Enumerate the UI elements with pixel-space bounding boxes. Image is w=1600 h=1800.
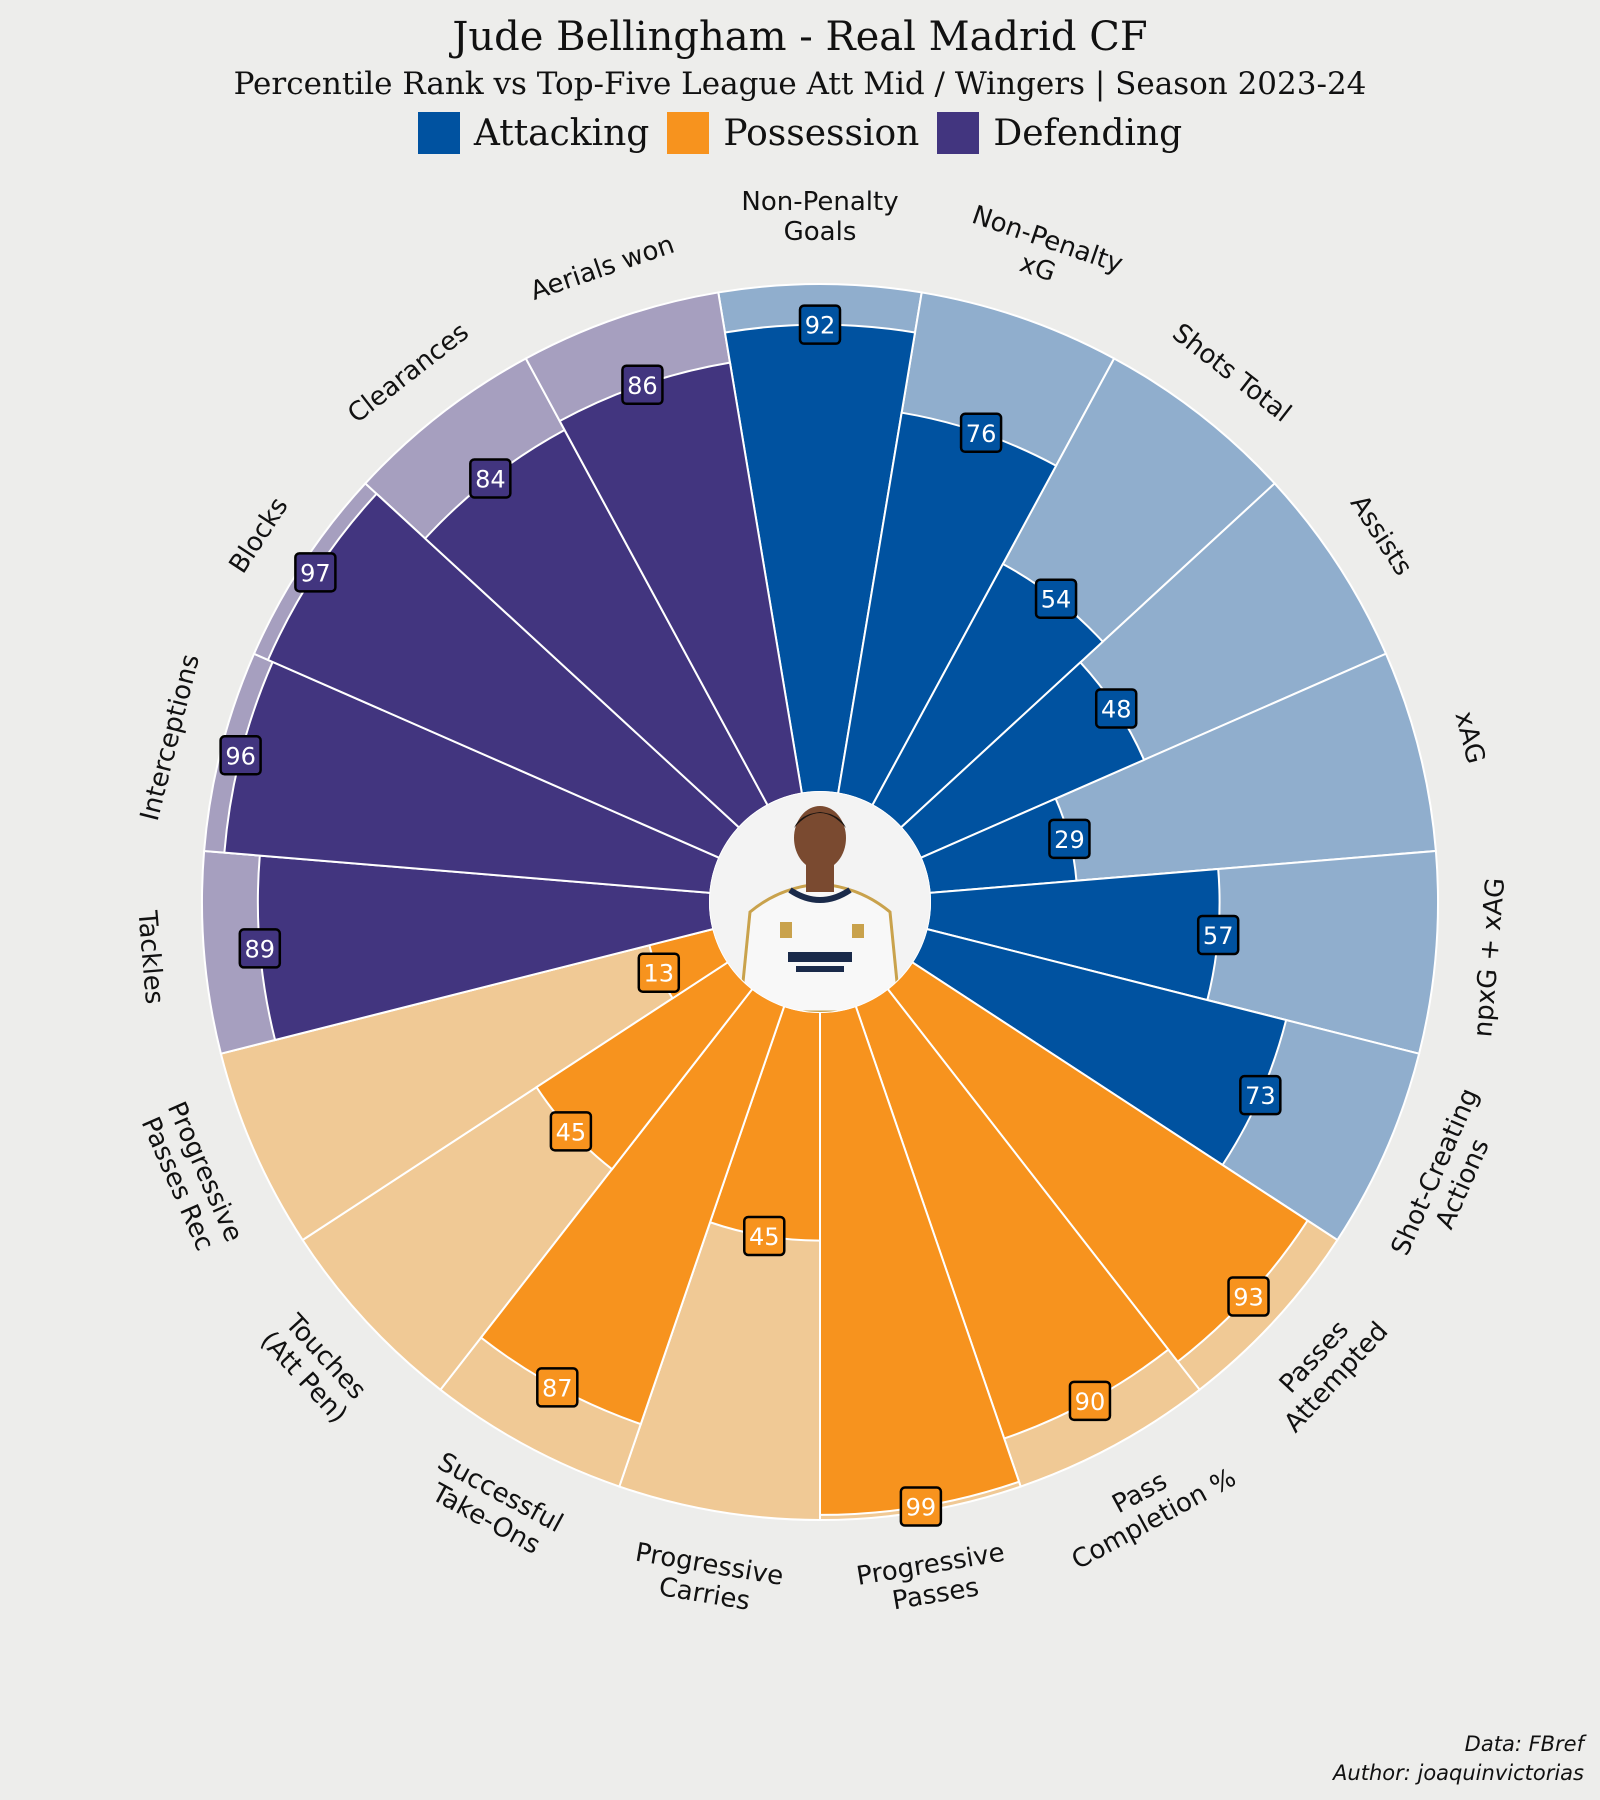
svg-text:96: 96 — [225, 742, 256, 770]
value-labels: 92 76 54 48 29 57 73 93 90 99 45 87 45 13 89 96 97 84 86 — [219, 304, 1282, 1527]
value-label-touches-att-pen: 45 — [549, 1111, 593, 1152]
credits-data: Data: FBref — [1464, 1732, 1584, 1756]
category-label-aerials-won: Aerials won — [527, 230, 678, 307]
svg-text:92: 92 — [805, 312, 836, 340]
category-label-non-penalty-xg: Non-PenaltyxG — [958, 200, 1126, 308]
legend-label-possession: Possession — [723, 112, 920, 154]
category-label-successful-take-ons: SuccessfulTake-Ons — [418, 1447, 567, 1565]
svg-text:89: 89 — [245, 935, 276, 963]
category-label-interceptions: Interceptions — [135, 651, 206, 824]
player-photo-icon — [710, 792, 930, 1012]
svg-text:73: 73 — [1245, 1082, 1276, 1110]
value-label-aerials-won: 86 — [621, 364, 664, 406]
value-label-passes-attempted: 93 — [1227, 1276, 1270, 1317]
svg-text:99: 99 — [906, 1494, 937, 1522]
value-label-npxg-xag: 57 — [1196, 914, 1240, 956]
category-label-assists: Assists — [1344, 490, 1418, 581]
svg-text:97: 97 — [300, 559, 331, 587]
value-label-non-penalty-goals: 92 — [798, 304, 842, 345]
svg-text:45: 45 — [749, 1223, 780, 1251]
credits-author: Author: joaquinvictorias — [1333, 1761, 1584, 1785]
value-label-shots-total: 54 — [1034, 578, 1078, 619]
credits: Data: FBref Author: joaquinvictorias — [1333, 1730, 1584, 1788]
chart-subtitle: Percentile Rank vs Top-Five League Att M… — [233, 66, 1367, 102]
category-label-non-penalty-goals: Non-Penalty Goals — [741, 187, 898, 247]
chart-title: Jude Bellingham - Real Madrid CF — [452, 14, 1148, 60]
category-label-touches-att-pen: Touches(Att Pen) — [254, 1305, 375, 1429]
value-label-blocks: 97 — [294, 552, 337, 593]
value-wedges — [223, 323, 1309, 1516]
value-label-clearances: 84 — [469, 458, 512, 499]
legend-label-defending: Defending — [993, 112, 1183, 154]
legend-swatch-possession — [667, 112, 710, 154]
svg-text:86: 86 — [627, 372, 658, 400]
svg-text:90: 90 — [1075, 1388, 1106, 1416]
legend-swatch-defending — [937, 112, 980, 154]
legend-label-attacking: Attacking — [473, 112, 650, 154]
value-label-progressive-passes: 99 — [899, 1486, 943, 1527]
value-label-successful-take-ons: 87 — [536, 1367, 579, 1408]
category-label-xag: xAG — [1448, 708, 1490, 767]
value-label-pass-completion: 90 — [1068, 1380, 1112, 1422]
category-label-npxg-xag: npxG + xAG — [1468, 877, 1511, 1039]
svg-text:93: 93 — [1233, 1283, 1264, 1311]
legend-item-attacking: Attacking — [417, 112, 650, 154]
player-photo — [710, 792, 930, 1012]
svg-text:45: 45 — [556, 1118, 587, 1146]
svg-text:29: 29 — [1054, 826, 1085, 854]
legend-item-defending: Defending — [937, 112, 1182, 154]
category-label-tackles: Tackles — [131, 909, 169, 1006]
legend: Attacking Possession Defending — [0, 112, 1600, 154]
value-label-progressive-carries: 45 — [743, 1215, 786, 1257]
category-label-blocks: Blocks — [224, 492, 295, 579]
value-label-assists: 48 — [1094, 688, 1138, 729]
svg-text:13: 13 — [644, 960, 675, 988]
value-label-progressive-passes-rec: 13 — [637, 952, 681, 993]
value-label-xag: 29 — [1048, 818, 1091, 860]
value-label-tackles: 89 — [238, 928, 282, 969]
svg-text:48: 48 — [1101, 695, 1132, 723]
svg-text:87: 87 — [542, 1374, 573, 1402]
value-label-non-penalty-xg: 76 — [959, 412, 1003, 454]
svg-text:84: 84 — [475, 465, 506, 493]
category-label-shot-creating-actions: Shot-CreatingActions — [1386, 1084, 1513, 1272]
legend-swatch-attacking — [417, 112, 460, 154]
category-label-progressive-passes-rec: ProgressivePasses Rec — [133, 1097, 248, 1258]
svg-text:76: 76 — [966, 420, 997, 448]
category-label-progressive-carries: ProgressiveCarries — [628, 1538, 785, 1622]
category-label-progressive-passes: ProgressivePasses — [854, 1538, 1011, 1622]
value-label-shot-creating-actions: 73 — [1239, 1074, 1282, 1116]
value-label-interceptions: 96 — [219, 735, 262, 776]
legend-item-possession: Possession — [667, 112, 919, 154]
svg-text:57: 57 — [1203, 922, 1234, 950]
svg-text:54: 54 — [1041, 586, 1072, 614]
